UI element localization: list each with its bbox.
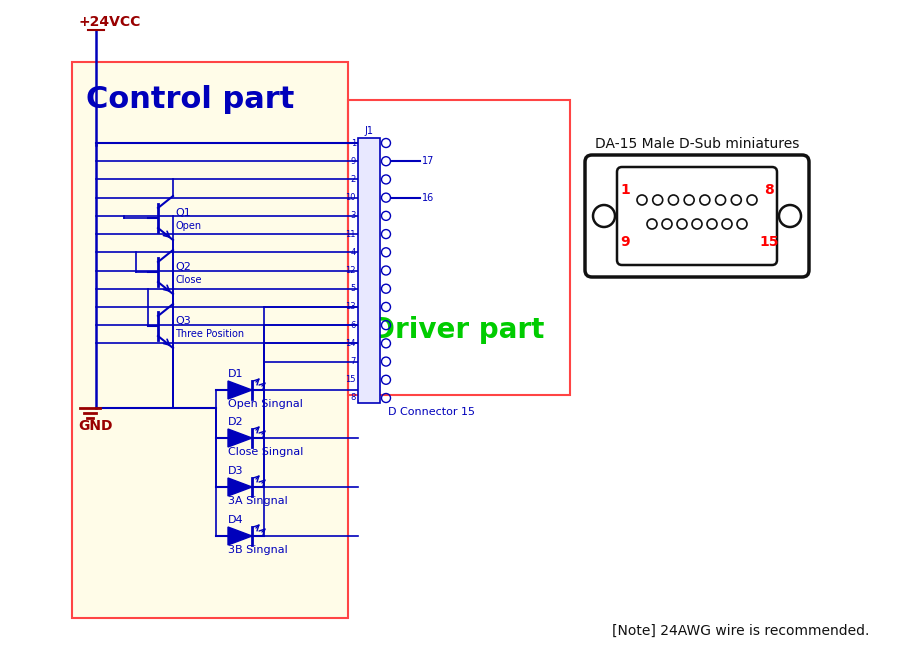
Text: Open: Open xyxy=(175,221,201,231)
Text: J1: J1 xyxy=(364,126,373,136)
Text: 15: 15 xyxy=(345,375,356,384)
Text: Q1: Q1 xyxy=(175,208,191,218)
FancyBboxPatch shape xyxy=(585,155,809,277)
Text: GND: GND xyxy=(78,419,112,433)
Text: +24VCC: +24VCC xyxy=(78,15,140,29)
Text: 10: 10 xyxy=(345,193,356,202)
Text: 9: 9 xyxy=(620,235,630,249)
Text: 5: 5 xyxy=(351,284,356,293)
Text: Close Singnal: Close Singnal xyxy=(228,447,303,457)
Text: D3: D3 xyxy=(228,466,244,476)
Text: 3: 3 xyxy=(351,212,356,220)
Text: 15: 15 xyxy=(760,235,779,249)
Text: 2: 2 xyxy=(351,175,356,184)
Text: Open Singnal: Open Singnal xyxy=(228,399,303,409)
Text: 4: 4 xyxy=(351,247,356,257)
Text: Driver part: Driver part xyxy=(372,316,544,344)
Text: Q2: Q2 xyxy=(175,262,191,272)
Text: 6: 6 xyxy=(351,321,356,330)
Text: 8: 8 xyxy=(764,183,774,197)
FancyBboxPatch shape xyxy=(617,167,777,265)
Polygon shape xyxy=(228,478,252,496)
Text: 1: 1 xyxy=(351,138,356,148)
Text: 9: 9 xyxy=(351,157,356,166)
Text: D Connector 15: D Connector 15 xyxy=(388,407,475,417)
Text: Q3: Q3 xyxy=(175,316,191,326)
Text: 13: 13 xyxy=(345,302,356,311)
Polygon shape xyxy=(228,429,252,447)
Text: 12: 12 xyxy=(345,266,356,275)
Text: 11: 11 xyxy=(345,230,356,238)
Text: D1: D1 xyxy=(228,369,244,379)
Text: 1: 1 xyxy=(620,183,630,197)
Text: 16: 16 xyxy=(422,193,434,202)
Text: Close: Close xyxy=(175,275,201,285)
Bar xyxy=(72,62,348,618)
Bar xyxy=(358,138,380,403)
Text: [Note] 24AWG wire is recommended.: [Note] 24AWG wire is recommended. xyxy=(611,624,869,638)
Bar xyxy=(348,100,570,395)
Text: DA-15 Male D-Sub miniatures: DA-15 Male D-Sub miniatures xyxy=(595,137,799,151)
Polygon shape xyxy=(228,381,252,399)
Text: 3A Singnal: 3A Singnal xyxy=(228,496,288,506)
Text: 14: 14 xyxy=(345,339,356,348)
Text: Three Position: Three Position xyxy=(175,329,245,339)
Text: Control part: Control part xyxy=(85,86,294,114)
Text: 17: 17 xyxy=(422,156,434,167)
Text: D2: D2 xyxy=(228,417,244,427)
Text: D4: D4 xyxy=(228,515,244,525)
Text: 3B Singnal: 3B Singnal xyxy=(228,545,288,555)
Polygon shape xyxy=(228,527,252,545)
Text: 8: 8 xyxy=(351,394,356,402)
Text: 7: 7 xyxy=(351,357,356,366)
